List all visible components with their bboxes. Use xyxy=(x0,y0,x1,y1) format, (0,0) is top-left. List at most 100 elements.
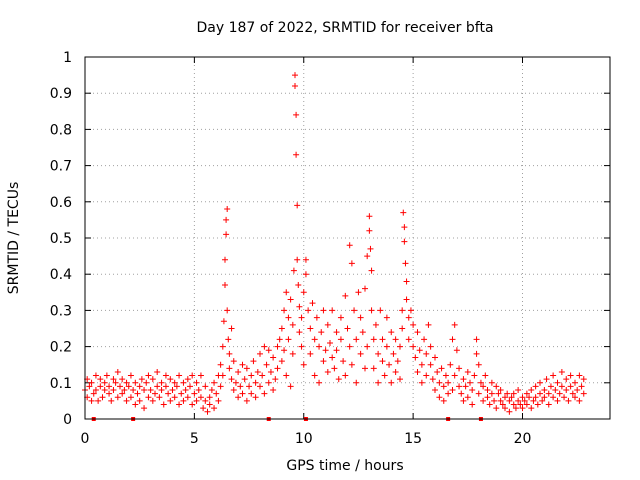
data-point xyxy=(119,390,126,397)
data-point xyxy=(121,387,128,394)
data-point xyxy=(539,397,546,404)
data-point xyxy=(370,336,377,343)
data-point xyxy=(532,383,539,390)
data-point xyxy=(421,336,428,343)
x-tick-label: 20 xyxy=(514,431,532,447)
data-point xyxy=(307,325,314,332)
data-point xyxy=(402,260,409,267)
data-point xyxy=(202,397,209,404)
data-point xyxy=(353,336,360,343)
data-point xyxy=(344,325,351,332)
y-tick-label: 0.9 xyxy=(50,86,72,102)
data-point xyxy=(545,401,552,408)
data-point xyxy=(208,387,215,394)
data-point xyxy=(274,365,281,372)
data-point xyxy=(486,401,493,408)
data-point xyxy=(359,329,366,336)
data-point xyxy=(162,372,169,379)
data-point xyxy=(270,354,277,361)
data-point xyxy=(563,387,570,394)
data-point xyxy=(243,397,250,404)
data-point xyxy=(197,394,204,401)
data-point xyxy=(239,390,246,397)
data-point xyxy=(506,408,513,415)
data-point xyxy=(276,336,283,343)
data-point xyxy=(167,376,174,383)
data-point xyxy=(427,343,434,350)
data-point xyxy=(263,361,270,368)
data-point xyxy=(451,372,458,379)
data-point xyxy=(189,372,196,379)
plot-frame xyxy=(84,56,611,420)
data-point xyxy=(217,383,224,390)
data-point xyxy=(537,390,543,397)
data-point xyxy=(223,216,230,223)
data-point xyxy=(134,390,141,397)
data-point xyxy=(110,376,117,383)
data-point xyxy=(414,368,421,375)
data-point xyxy=(464,394,471,401)
data-point xyxy=(515,387,522,394)
data-point xyxy=(200,405,207,412)
y-tick-label: 0.7 xyxy=(50,159,72,175)
data-point xyxy=(292,72,298,79)
data-point xyxy=(449,336,456,343)
data-point xyxy=(379,358,386,365)
data-point xyxy=(171,394,178,401)
data-point xyxy=(403,278,410,285)
chart-title: Day 187 of 2022, SRMTID for receiver bft… xyxy=(196,20,493,36)
data-point xyxy=(445,390,452,397)
data-point xyxy=(532,394,539,401)
data-point xyxy=(132,379,139,386)
data-point xyxy=(456,365,463,372)
data-point xyxy=(191,390,198,397)
data-point xyxy=(293,151,300,158)
data-point xyxy=(141,405,148,412)
data-point xyxy=(558,368,565,375)
data-point xyxy=(176,401,183,408)
data-point xyxy=(482,372,489,379)
data-point xyxy=(383,343,390,350)
data-point xyxy=(578,383,585,390)
grid-lines xyxy=(85,57,610,419)
data-point xyxy=(410,343,417,350)
data-point xyxy=(119,376,126,383)
data-point xyxy=(103,372,110,379)
data-point xyxy=(475,390,482,397)
data-point xyxy=(425,321,432,328)
data-point xyxy=(401,238,408,245)
data-point xyxy=(572,394,578,401)
data-point xyxy=(241,376,248,383)
data-point xyxy=(106,390,113,397)
data-point xyxy=(547,383,554,390)
data-point xyxy=(95,397,102,404)
data-point xyxy=(296,303,303,310)
data-point xyxy=(519,405,526,412)
data-point xyxy=(410,321,417,328)
data-point xyxy=(316,343,323,350)
data-point xyxy=(445,379,452,386)
data-point xyxy=(576,372,583,379)
y-tick-label: 1 xyxy=(63,50,72,66)
data-point xyxy=(357,314,364,321)
data-point xyxy=(412,354,419,361)
y-axis-title: SRMTID / TECUs xyxy=(6,182,22,295)
data-point xyxy=(92,387,99,394)
data-point xyxy=(222,256,228,263)
data-point xyxy=(497,397,504,404)
data-point xyxy=(257,350,263,357)
data-point xyxy=(541,394,548,401)
data-point xyxy=(512,405,519,412)
data-point xyxy=(305,307,312,314)
data-point xyxy=(283,289,290,296)
x-tick-label: 0 xyxy=(81,431,90,447)
data-point xyxy=(213,390,220,397)
data-point xyxy=(298,343,305,350)
x-tick-label: 5 xyxy=(190,431,199,447)
data-point xyxy=(114,394,121,401)
data-point xyxy=(97,376,104,383)
data-point xyxy=(154,368,161,375)
data-point xyxy=(298,314,305,321)
data-point xyxy=(154,383,161,390)
data-point xyxy=(355,289,362,296)
